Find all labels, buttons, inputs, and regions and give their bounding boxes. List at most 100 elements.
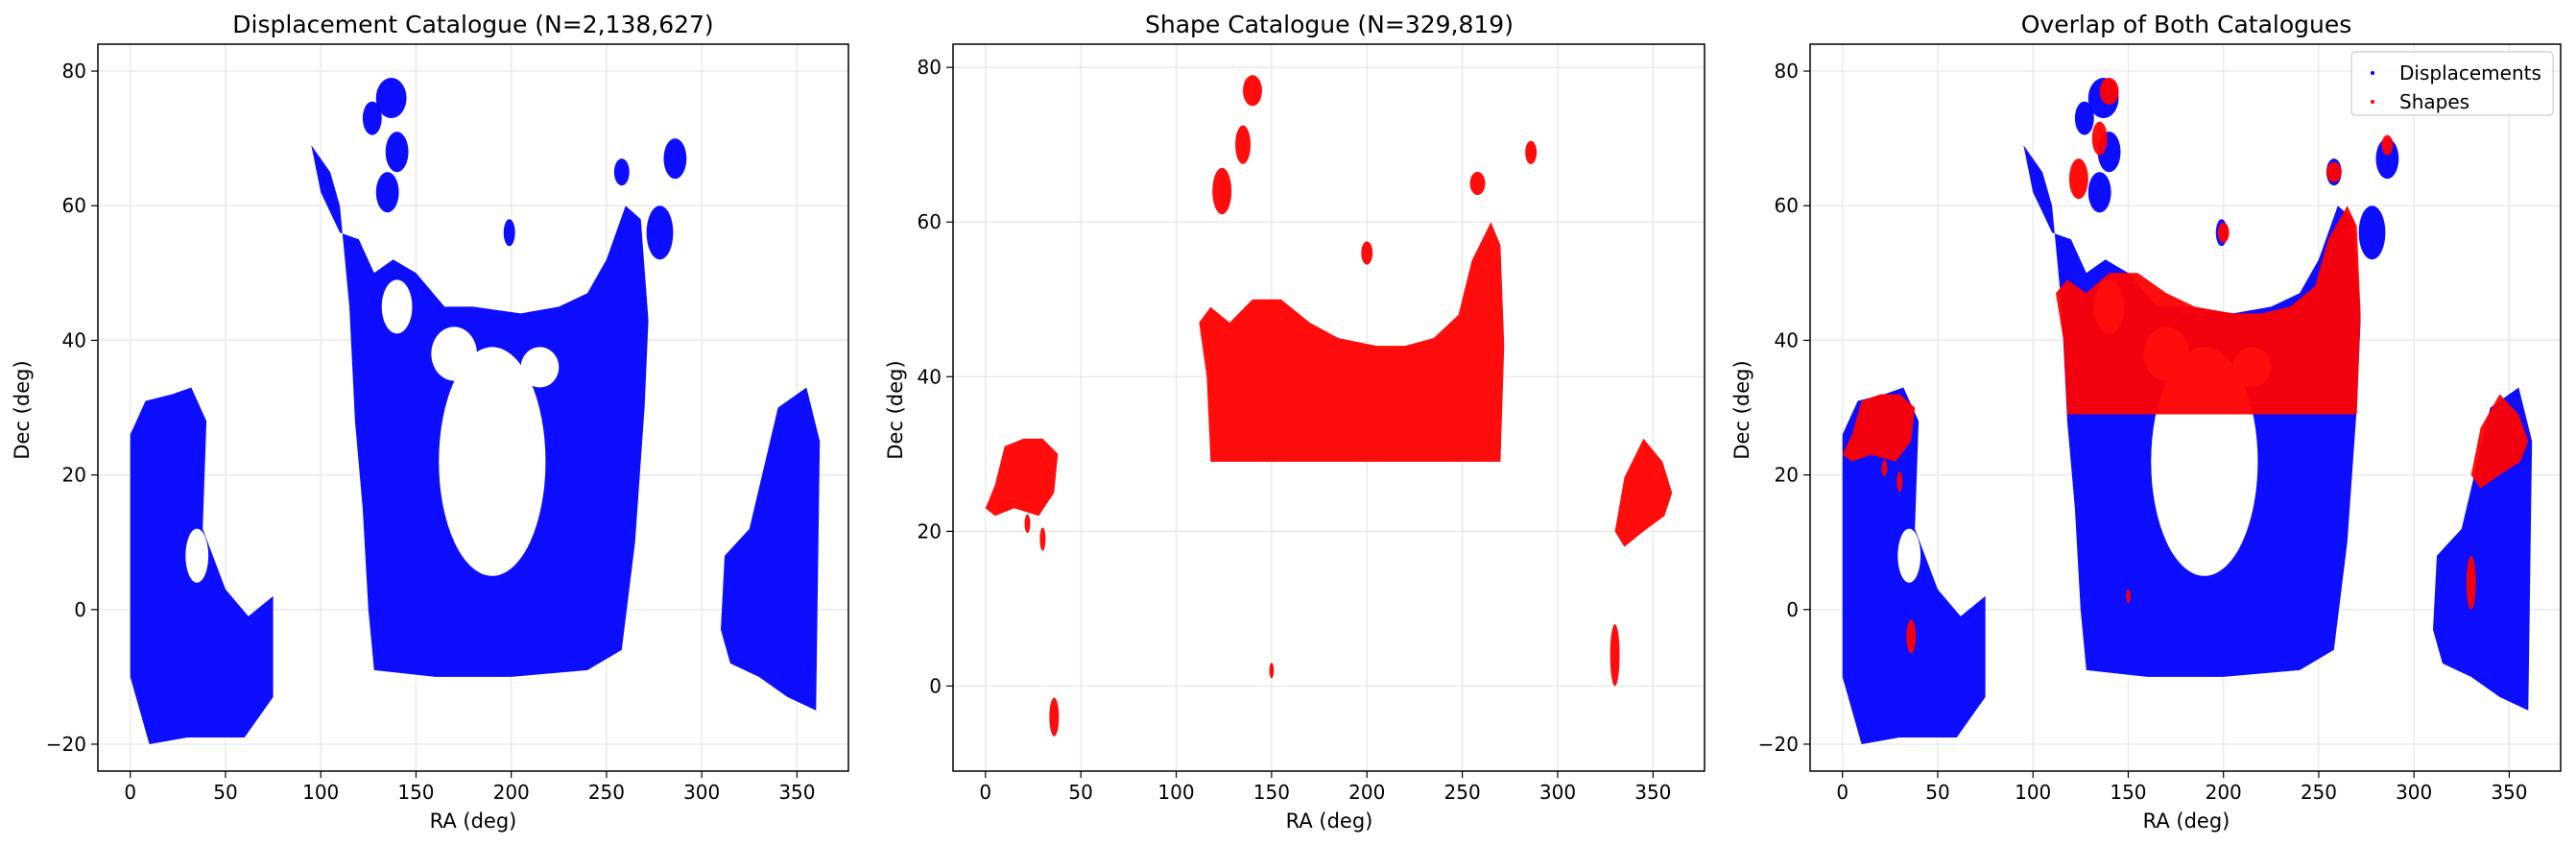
scatter-region	[1614, 438, 1673, 547]
y-tick-label: 40	[62, 328, 86, 351]
plot-frame	[97, 43, 849, 772]
scatter-region	[2091, 121, 2108, 156]
panel-2-title: Shape Catalogue (N=329,819)	[1145, 11, 1514, 38]
scatter-region	[2358, 205, 2386, 260]
scatter-region	[1269, 663, 1275, 679]
scatter-gap	[1897, 528, 1921, 583]
scatter-region	[2099, 78, 2119, 106]
scatter-region	[1199, 222, 1505, 462]
panel-shape: Shape Catalogue (N=329,819) RA (deg) Dec…	[884, 11, 1705, 833]
y-tick-label: −20	[1758, 733, 1799, 756]
legend-marker	[2371, 71, 2374, 75]
x-tick-label: 250	[1444, 781, 1481, 804]
scatter-gap	[431, 326, 477, 381]
x-tick-label: 0	[1836, 781, 1849, 804]
scatter-region	[2470, 394, 2529, 489]
scatter-region	[1039, 527, 1046, 551]
scatter-region	[1896, 471, 1903, 493]
x-tick-label: 350	[1634, 781, 1671, 804]
x-tick-label: 0	[124, 781, 136, 804]
scatter-region	[613, 158, 630, 186]
x-tick-label: 50	[1925, 781, 1949, 804]
y-tick-label: 80	[918, 56, 942, 79]
scatter-region	[663, 138, 687, 180]
x-tick-label: 300	[2396, 781, 2432, 804]
panel-3-xlabel: RA (deg)	[2143, 810, 2230, 833]
scatter-region	[2074, 101, 2094, 135]
x-tick-label: 50	[1068, 781, 1092, 804]
panel-1-title: Displacement Catalogue (N=2,138,627)	[232, 11, 713, 38]
scatter-region	[1906, 619, 1917, 654]
y-tick-label: 40	[918, 365, 942, 388]
plot-frame	[1809, 43, 2562, 772]
x-tick-label: 0	[979, 781, 991, 804]
y-tick-label: 20	[918, 520, 942, 543]
panel-overlap: Overlap of Both Catalogues RA (deg) Dec …	[1730, 11, 2562, 833]
panel-3-title: Overlap of Both Catalogues	[2021, 11, 2352, 38]
scatter-region	[1469, 171, 1486, 196]
scatter-region	[1881, 460, 1888, 476]
x-tick-label: 150	[1253, 781, 1290, 804]
scatter-region	[646, 205, 674, 260]
scatter-gap	[520, 347, 560, 388]
scatter-region	[375, 78, 407, 119]
y-tick-label: 40	[1775, 328, 1799, 351]
scatter-region	[1235, 125, 1252, 164]
panel-2-xlabel: RA (deg)	[1286, 810, 1373, 833]
x-tick-label: 250	[588, 781, 625, 804]
y-tick-label: 20	[1775, 464, 1799, 487]
scatter-region	[385, 132, 409, 173]
scatter-region	[2326, 161, 2342, 182]
panel-3-ylabel: Dec (deg)	[1730, 360, 1753, 459]
y-tick-label: 80	[1775, 60, 1799, 83]
plot-frame	[952, 43, 1705, 772]
panel-2-ylabel: Dec (deg)	[884, 360, 907, 459]
x-tick-label: 100	[2015, 781, 2051, 804]
legend-label: Displacements	[2399, 61, 2541, 85]
scatter-region	[503, 219, 515, 247]
scatter-region	[2087, 172, 2111, 213]
x-tick-label: 350	[2491, 781, 2527, 804]
scatter-gap	[439, 347, 546, 576]
panel-displacement: Displacement Catalogue (N=2,138,627) RA …	[11, 11, 849, 833]
scatter-region	[1243, 75, 1262, 107]
scatter-region	[721, 387, 821, 711]
x-tick-label: 200	[493, 781, 530, 804]
scatter-region	[2381, 134, 2394, 156]
x-tick-label: 250	[2301, 781, 2337, 804]
x-tick-label: 50	[213, 781, 237, 804]
scatter-region	[2375, 138, 2399, 180]
x-tick-label: 150	[397, 781, 434, 804]
x-tick-label: 100	[1157, 781, 1194, 804]
scatter-region	[985, 438, 1059, 517]
y-tick-label: 0	[1786, 598, 1799, 621]
scatter-region	[2056, 205, 2361, 415]
scatter-region	[375, 172, 399, 213]
scatter-gap	[185, 528, 209, 583]
y-tick-label: −20	[46, 733, 86, 756]
y-tick-label: 60	[62, 194, 86, 217]
scatter-region	[2126, 589, 2131, 603]
x-tick-label: 150	[2110, 781, 2146, 804]
scatter-region	[2068, 158, 2088, 200]
scatter-series-0	[130, 78, 821, 744]
y-tick-label: 0	[74, 598, 86, 621]
y-tick-label: 60	[918, 210, 942, 233]
scatter-region	[362, 101, 382, 135]
scatter-region	[1024, 514, 1031, 533]
scatter-series-0	[985, 75, 1673, 737]
panel-1-ylabel: Dec (deg)	[11, 360, 34, 459]
scatter-region	[2217, 222, 2230, 243]
legend-label: Shapes	[2399, 90, 2469, 113]
scatter-series-1	[1842, 78, 2529, 654]
scatter-region	[1049, 697, 1060, 737]
scatter-region	[2466, 555, 2476, 610]
scatter-region	[1525, 140, 1538, 164]
x-tick-label: 300	[683, 781, 720, 804]
scatter-region	[1361, 241, 1373, 265]
x-tick-label: 350	[778, 781, 815, 804]
legend-box	[2350, 51, 2554, 116]
legend: Displacements Shapes	[2350, 51, 2554, 116]
scatter-gap	[381, 279, 413, 334]
